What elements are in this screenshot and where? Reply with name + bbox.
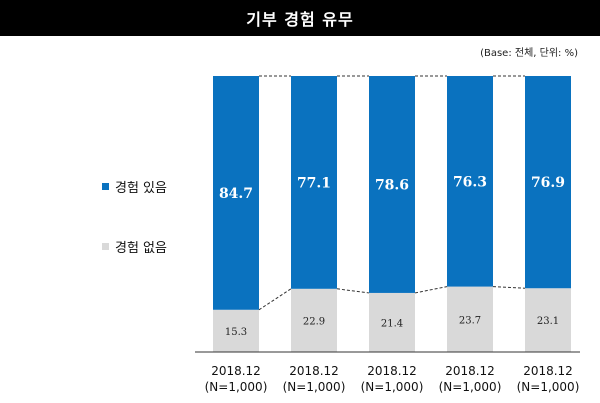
legend-label-yes: 경험 있음 xyxy=(115,181,167,196)
x-tick-label-5: 2018.12 xyxy=(523,364,573,378)
bar-yes-1 xyxy=(213,76,259,310)
bar-no-4 xyxy=(447,286,493,352)
bar-yes-3 xyxy=(369,76,415,293)
connector-split-4 xyxy=(492,286,526,289)
bar-no-2 xyxy=(291,288,337,352)
bar-yes-2 xyxy=(291,76,337,289)
value-label-no-3: 21.4 xyxy=(381,318,403,329)
connector-split-1 xyxy=(258,288,292,311)
x-tick-label-4: 2018.12 xyxy=(445,364,495,378)
connector-split-2 xyxy=(336,288,370,294)
value-label-yes-5: 76.9 xyxy=(531,175,565,191)
value-label-no-5: 23.1 xyxy=(537,316,559,327)
x-tick-sublabel-5: (N=1,000) xyxy=(517,380,580,394)
legend-item-yes: 경험 있음 xyxy=(102,177,167,196)
value-label-no-1: 15.3 xyxy=(225,327,247,338)
bar-no-3 xyxy=(369,292,415,352)
base-note: (Base: 전체, 단위: %) xyxy=(480,48,578,59)
x-tick-sublabel-4: (N=1,000) xyxy=(439,380,502,394)
value-label-no-4: 23.7 xyxy=(459,315,481,326)
bar-no-5 xyxy=(525,288,571,352)
x-tick-sublabel-3: (N=1,000) xyxy=(361,380,424,394)
legend-swatch-yes xyxy=(102,183,109,190)
value-label-yes-2: 77.1 xyxy=(297,175,331,191)
legend-label-no: 경험 없음 xyxy=(115,241,167,256)
chart-title: 기부 경험 유무 xyxy=(0,0,600,36)
value-label-yes-4: 76.3 xyxy=(453,174,487,190)
connector-split-3 xyxy=(414,286,448,294)
legend-item-no: 경험 없음 xyxy=(102,237,167,256)
x-tick-sublabel-1: (N=1,000) xyxy=(205,380,268,394)
x-tick-label-2: 2018.12 xyxy=(289,364,339,378)
x-tick-label-3: 2018.12 xyxy=(367,364,417,378)
x-tick-sublabel-2: (N=1,000) xyxy=(283,380,346,394)
value-label-no-2: 22.9 xyxy=(303,316,325,327)
bar-yes-4 xyxy=(447,76,493,287)
x-tick-label-1: 2018.12 xyxy=(211,364,261,378)
legend-swatch-no xyxy=(102,243,109,250)
bar-yes-5 xyxy=(525,76,571,289)
value-label-yes-3: 78.6 xyxy=(375,177,409,193)
value-label-yes-1: 84.7 xyxy=(219,186,253,202)
bar-no-1 xyxy=(213,309,259,352)
